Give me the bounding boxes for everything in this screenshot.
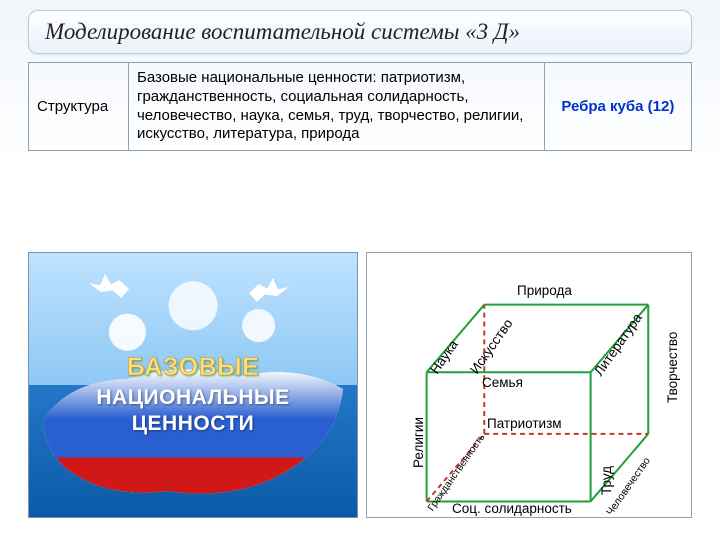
table-row: Структура Базовые национальные ценности:… bbox=[29, 63, 692, 151]
page-title: Моделирование воспитательной системы «3 … bbox=[45, 19, 675, 45]
edge-label: Природа bbox=[517, 283, 572, 298]
edge-label: Семья bbox=[482, 375, 523, 390]
caption-line2: НАЦИОНАЛЬНЫЕ bbox=[29, 386, 357, 410]
image-caption: БАЗОВЫЕ НАЦИОНАЛЬНЫЕ ЦЕННОСТИ bbox=[29, 353, 357, 436]
cell-values: Базовые национальные ценности: патриотиз… bbox=[128, 63, 544, 151]
caption-line1: БАЗОВЫЕ bbox=[29, 353, 357, 382]
caption-line3: ЦЕННОСТИ bbox=[29, 412, 357, 436]
edge-label: Соц. солидарность bbox=[452, 501, 572, 516]
edge-label: Творчество bbox=[665, 332, 680, 403]
national-values-image: БАЗОВЫЕ НАЦИОНАЛЬНЫЕ ЦЕННОСТИ bbox=[28, 252, 358, 518]
lower-row: БАЗОВЫЕ НАЦИОНАЛЬНЫЕ ЦЕННОСТИ Природа Се… bbox=[28, 248, 692, 538]
edge-label: Труд bbox=[599, 466, 614, 495]
edge-label: Религии bbox=[411, 417, 426, 468]
title-card: Моделирование воспитательной системы «3 … bbox=[28, 10, 692, 54]
cube-diagram: Природа Семья Наука Искусство Литература… bbox=[366, 252, 692, 518]
structure-table: Структура Базовые национальные ценности:… bbox=[28, 62, 692, 151]
cell-edges: Ребра куба (12) bbox=[544, 63, 691, 151]
cell-structure: Структура bbox=[29, 63, 129, 151]
edge-label: Патриотизм bbox=[487, 416, 562, 431]
